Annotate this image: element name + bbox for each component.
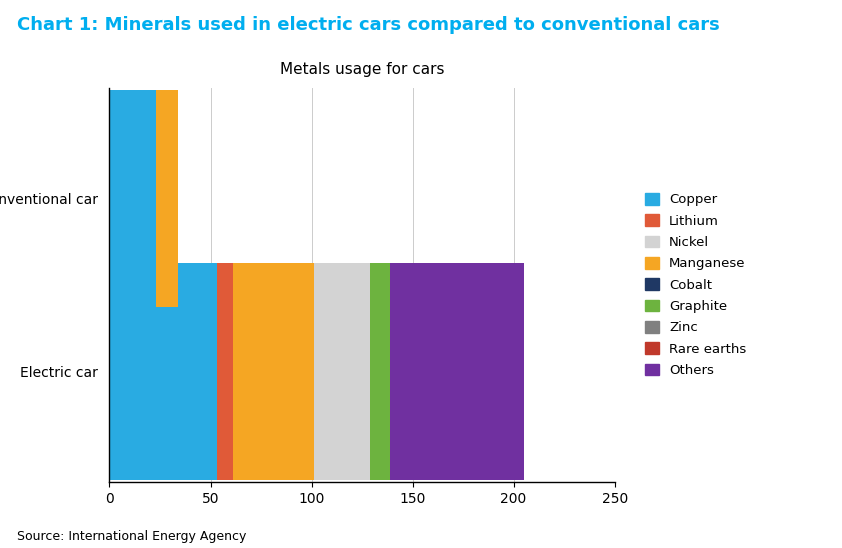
Bar [216, 263, 232, 480]
Legend: Copper, Lithium, Nickel, Manganese, Cobalt, Graphite, Zinc, Rare earths, Others: Copper, Lithium, Nickel, Manganese, Coba… [642, 189, 750, 381]
Bar [109, 90, 156, 307]
Text: Source: International Energy Agency: Source: International Energy Agency [17, 529, 246, 543]
Bar [156, 90, 179, 307]
Title: Metals usage for cars: Metals usage for cars [280, 62, 445, 77]
Bar [370, 263, 391, 480]
Bar [109, 263, 216, 480]
Bar [391, 263, 524, 480]
Text: Chart 1: Minerals used in electric cars compared to conventional cars: Chart 1: Minerals used in electric cars … [17, 16, 720, 35]
Bar [313, 263, 370, 480]
Bar [232, 263, 313, 480]
